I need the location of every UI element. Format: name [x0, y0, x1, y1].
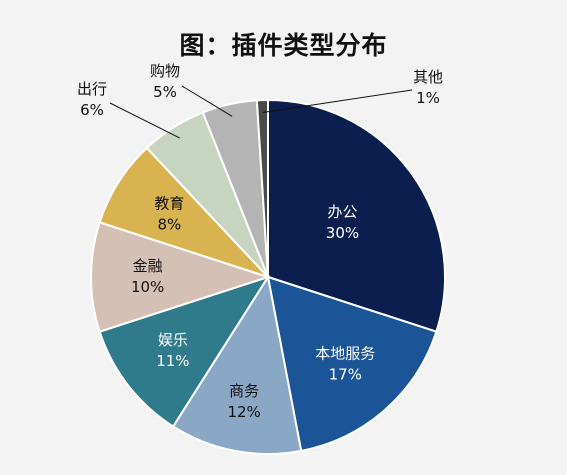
slice-label-business: 商务: [229, 382, 259, 400]
pie-slice-entertainment: [98, 275, 271, 428]
leader-line-travel: [109, 102, 181, 139]
pie-slice-local-service: [266, 275, 438, 453]
slice-label-office: 办公: [327, 203, 357, 221]
leader-line-other: [262, 89, 413, 113]
slice-label-shopping: 购物: [150, 62, 180, 80]
slice-value-business: 12%: [227, 403, 260, 421]
slice-label-travel: 出行: [77, 80, 107, 98]
pie-slice-finance: [90, 221, 272, 333]
slice-value-travel: 6%: [80, 101, 104, 119]
slice-value-entertainment: 11%: [156, 352, 189, 370]
slice-label-local-service: 本地服务: [315, 345, 375, 363]
chart-title: 图：插件类型分布: [179, 31, 388, 60]
slice-label-other: 其他: [413, 68, 443, 86]
slice-value-shopping: 5%: [153, 83, 177, 101]
pie-slice-education: [98, 146, 269, 278]
slice-label-finance: 金融: [133, 257, 163, 275]
pie-slice-business: [171, 274, 303, 455]
slice-label-entertainment: 娱乐: [158, 331, 188, 349]
slice-label-education: 教育: [154, 194, 184, 212]
slice-value-other: 1%: [416, 89, 440, 107]
pie-slice-office: [267, 98, 446, 333]
slice-value-local-service: 17%: [329, 366, 362, 384]
slice-value-education: 8%: [157, 215, 181, 233]
slice-value-finance: 10%: [131, 278, 164, 296]
slice-value-office: 30%: [326, 224, 359, 242]
leader-line-shopping: [181, 85, 233, 117]
pie-slice-other: [255, 98, 269, 278]
